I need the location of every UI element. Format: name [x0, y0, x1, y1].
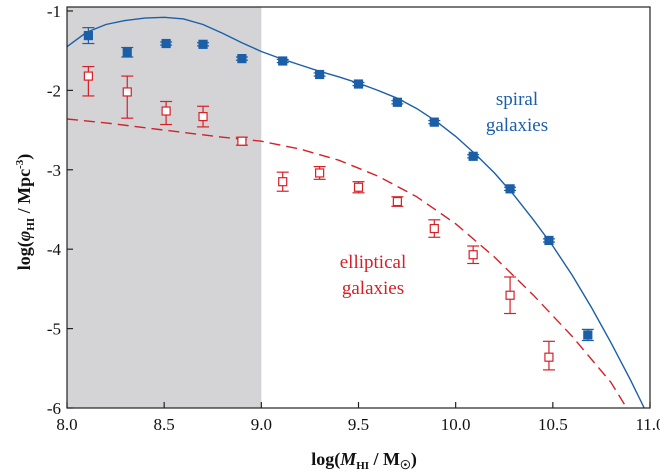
x-title-mid: / M: [369, 449, 400, 469]
elliptical-marker: [392, 196, 402, 207]
elliptical-point: [313, 166, 326, 180]
spiral-point: [235, 54, 248, 64]
spiral-marker: [468, 151, 478, 161]
spiral-label-line2: galaxies: [486, 115, 548, 136]
y-axis-title: log(φHI / Mpc-3): [14, 154, 37, 271]
x-tick-label: 10.5: [538, 415, 568, 434]
spiral-point: [276, 56, 289, 66]
spiral-marker: [278, 56, 288, 66]
spiral-point: [391, 97, 404, 107]
spiral-point: [197, 39, 210, 49]
y-tick-label: -3: [47, 161, 61, 180]
elliptical-label-line1: elliptical: [340, 252, 406, 273]
elliptical-marker: [544, 352, 554, 362]
spiral-marker: [122, 47, 132, 57]
spiral-point: [82, 27, 95, 45]
spiral-marker: [198, 39, 208, 49]
elliptical-point: [467, 245, 480, 265]
elliptical-marker: [468, 250, 478, 260]
spiral-marker: [161, 38, 171, 49]
spiral-point: [542, 235, 555, 246]
y-tick-label: -1: [47, 2, 61, 21]
spiral-label-line1: spiral: [496, 89, 538, 110]
data-points: [82, 27, 594, 371]
elliptical-point: [197, 105, 210, 128]
elliptical-point: [160, 100, 173, 126]
elliptical-marker: [122, 87, 132, 97]
spiral-marker: [83, 30, 93, 41]
y-tick-label: -6: [47, 399, 61, 418]
y-tick-label: -5: [47, 320, 61, 339]
elliptical-marker: [198, 111, 208, 122]
spiral-marker: [583, 330, 593, 340]
elliptical-marker: [505, 290, 515, 300]
x-tick-label: 9.5: [348, 415, 369, 434]
spiral-marker: [315, 69, 325, 80]
spiral-marker: [429, 117, 439, 127]
spiral-marker: [544, 235, 554, 246]
x-title-sun-symbol: ☉: [400, 458, 411, 472]
elliptical-point: [428, 219, 441, 238]
x-tick-label: 11.0: [635, 415, 660, 434]
spiral-point: [504, 184, 517, 194]
y-title-superscript: -3: [14, 159, 26, 169]
shaded-region: [67, 7, 262, 408]
elliptical-point: [391, 196, 404, 207]
x-tick-label: 10.0: [441, 415, 471, 434]
elliptical-point: [542, 340, 555, 371]
spiral-marker: [505, 184, 515, 194]
x-title-subscript: HI: [356, 460, 369, 472]
elliptical-point: [82, 65, 95, 97]
x-tick-label: 8.5: [154, 415, 175, 434]
spiral-marker: [237, 54, 247, 64]
x-axis-title: log(MHI / M☉): [311, 449, 417, 472]
spiral-point: [428, 117, 441, 127]
spiral-point: [581, 328, 594, 342]
y-tick-label: -2: [47, 81, 61, 100]
y-title-prefix: log(: [14, 241, 35, 270]
elliptical-point: [504, 276, 517, 315]
y-title-symbol: φ: [14, 231, 34, 242]
x-title-symbol: M: [339, 449, 357, 469]
spiral-point: [160, 38, 173, 49]
spiral-point: [313, 69, 326, 80]
elliptical-marker: [353, 182, 364, 192]
spiral-marker: [353, 79, 364, 89]
axis-ticks: 8.0 8.5 9.0 9.5 10.0 10.5 11.0 -1 -2 -3 -4 -5 -6: [47, 2, 660, 434]
elliptical-marker: [161, 106, 171, 116]
elliptical-point: [276, 171, 289, 192]
elliptical-point: [352, 181, 365, 194]
elliptical-point: [121, 75, 134, 119]
elliptical-marker: [429, 223, 439, 234]
elliptical-label-line2: galaxies: [342, 278, 404, 299]
y-title-suffix: ): [14, 154, 35, 160]
elliptical-marker: [237, 136, 247, 146]
y-tick-label: -4: [47, 240, 62, 259]
y-title-subscript: HI: [25, 218, 37, 231]
spiral-marker: [392, 97, 402, 107]
elliptical-marker: [278, 177, 288, 187]
x-tick-label: 8.0: [56, 415, 77, 434]
y-title-unit: / Mpc: [14, 169, 34, 218]
x-title-suffix: ): [411, 449, 417, 470]
elliptical-marker: [83, 71, 93, 81]
x-title-prefix: log(: [311, 449, 340, 470]
elliptical-fit-curve: [66, 118, 628, 409]
elliptical-marker: [315, 168, 325, 178]
elliptical-point: [235, 136, 248, 146]
spiral-point: [352, 79, 365, 89]
spiral-point: [467, 151, 480, 161]
x-tick-label: 9.0: [251, 415, 272, 434]
spiral-point: [121, 46, 134, 58]
